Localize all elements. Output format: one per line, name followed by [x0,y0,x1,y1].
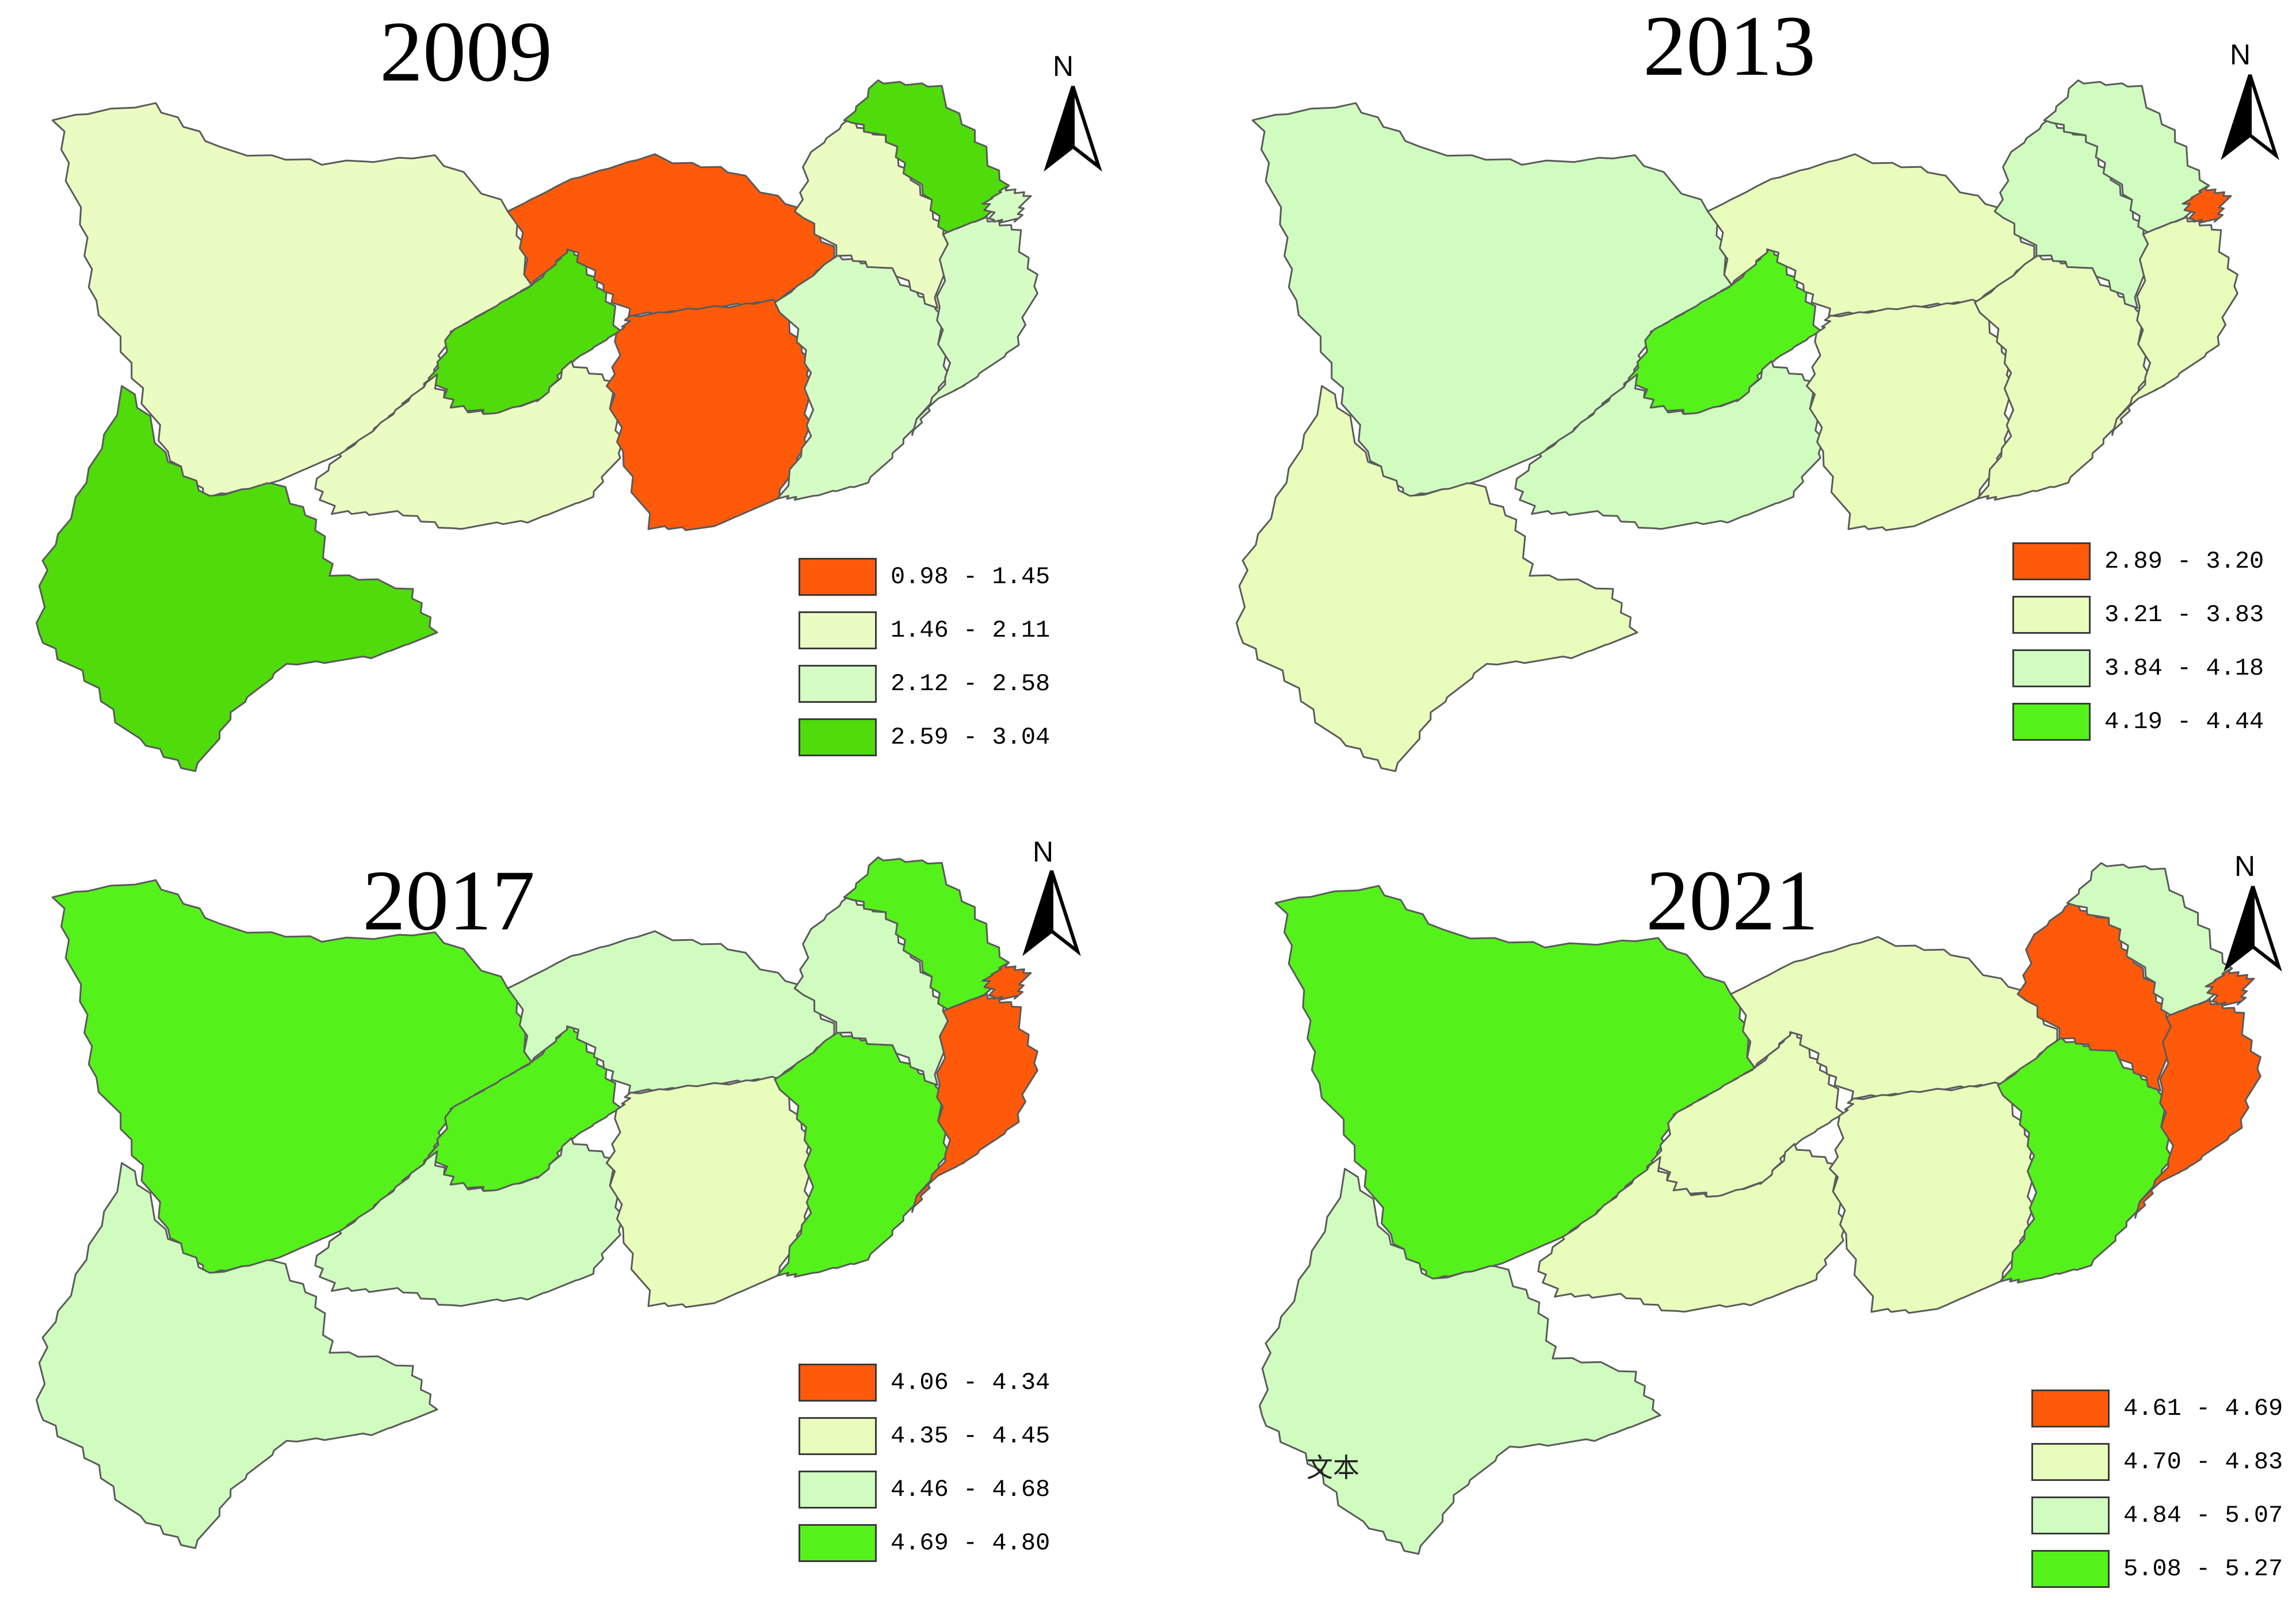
north-label: N [2234,850,2256,882]
legend-item: 1.46 - 2.11 [799,611,1121,652]
legend-swatch [799,718,877,756]
province-layer [36,79,1038,772]
map-2021 [1259,862,2261,1555]
province-zhejiang [2134,998,2261,1219]
legend-label: 4.19 - 4.44 [2104,708,2264,736]
province-yunnan [1259,1168,1661,1555]
map-panel-2009: 2009 N 0.98 - 1.45 1.46 - 2.11 2.12 - 2.58… [0,0,1148,800]
panel-year-title: 2013 [1643,0,1816,94]
province-layer [1259,862,2261,1555]
legend-swatch [2031,1550,2110,1588]
legend-label: 2.89 - 3.20 [2104,548,2264,575]
province-shanghai [2182,185,2232,224]
legend-swatch [2031,1496,2110,1534]
legend-label: 4.70 - 4.83 [2123,1448,2283,1476]
legend-swatch [799,1364,877,1402]
map-panel-2017: 2017 N 4.06 - 4.34 4.35 - 4.45 4.46 - 4.68… [0,800,1148,1600]
legend-label: 4.06 - 4.34 [891,1369,1050,1396]
legend-item: 3.84 - 4.18 [2012,649,2296,690]
legend-item: 4.69 - 4.80 [799,1524,1121,1564]
legend-swatch [2031,1390,2110,1427]
province-shanghai [981,185,1032,224]
legend-swatch [2012,596,2091,634]
legend-swatch [799,611,877,649]
legend-swatch [799,1471,877,1509]
legend-label: 2.59 - 3.04 [891,724,1050,751]
province-shanghai [981,962,1032,1001]
legend-item: 4.84 - 5.07 [2031,1496,2296,1537]
legend-item: 4.19 - 4.44 [2012,703,2296,743]
north-arrow-icon [2224,886,2282,972]
legend-label: 5.08 - 5.27 [2123,1555,2283,1583]
panel-year-title: 2021 [1646,853,1819,948]
legend-label: 4.84 - 5.07 [2123,1502,2283,1529]
panel-year-title: 2009 [380,4,552,99]
province-layer [36,856,1038,1549]
legend-swatch [799,665,877,703]
legend-label: 3.21 - 3.83 [2104,601,2264,629]
legend-swatch [799,558,877,596]
legend-item: 4.70 - 4.83 [2031,1443,2296,1483]
province-yunnan [36,385,438,772]
legend-label: 2.12 - 2.58 [891,670,1050,698]
legend-item: 5.08 - 5.27 [2031,1550,2296,1590]
legend-swatch [2012,542,2091,580]
legend-label: 1.46 - 2.11 [891,617,1050,644]
legend-item: 4.06 - 4.34 [799,1364,1121,1404]
legend-item: 2.12 - 2.58 [799,665,1121,705]
legend-item: 2.59 - 3.04 [799,718,1121,759]
north-label: N [2230,39,2251,71]
map-2017 [36,856,1038,1549]
legend-label: 4.61 - 4.69 [2123,1395,2283,1422]
legend-label: 0.98 - 1.45 [891,563,1050,591]
legend-label: 4.69 - 4.80 [891,1529,1050,1557]
north-arrow-icon [1022,870,1081,956]
map-2009 [36,79,1038,772]
north-arrow-icon [1044,86,1102,172]
north-label: N [1033,836,1054,868]
stray-text-label: 文本 [1306,1452,1359,1483]
legend-swatch [799,1417,877,1455]
map-panel-2013: 2013 N 2.89 - 3.20 3.21 - 3.83 3.84 - 4.18… [1148,0,2296,800]
province-shanghai [2205,968,2255,1006]
legend-swatch [2012,649,2091,687]
north-arrow-icon [2221,74,2279,160]
north-label: N [1053,50,1074,82]
legend-label: 4.35 - 4.45 [891,1422,1050,1450]
legend-item: 2.89 - 3.20 [2012,542,2296,583]
province-yunnan [36,1162,438,1549]
legend-item: 4.46 - 4.68 [799,1471,1121,1511]
province-yunnan [1236,385,1638,772]
legend-label: 4.46 - 4.68 [891,1476,1050,1503]
province-layer [1236,79,2238,772]
province-zhejiang [2111,216,2238,436]
legend-item: 3.21 - 3.83 [2012,596,2296,636]
legend-swatch [2012,703,2091,741]
legend-swatch [799,1524,877,1562]
map-2013 [1236,79,2238,772]
legend-item: 4.35 - 4.45 [799,1417,1121,1457]
legend-label: 3.84 - 4.18 [2104,654,2264,682]
legend-swatch [2031,1443,2110,1481]
legend-item: 4.61 - 4.69 [2031,1390,2296,1430]
legend-item: 0.98 - 1.45 [799,558,1121,598]
province-zhejiang [911,216,1038,436]
map-panel-2021: 2021 N 4.61 - 4.69 4.70 - 4.83 4.84 - 5.07… [1148,800,2296,1600]
province-zhejiang [911,993,1038,1213]
panel-year-title: 2017 [362,853,535,948]
